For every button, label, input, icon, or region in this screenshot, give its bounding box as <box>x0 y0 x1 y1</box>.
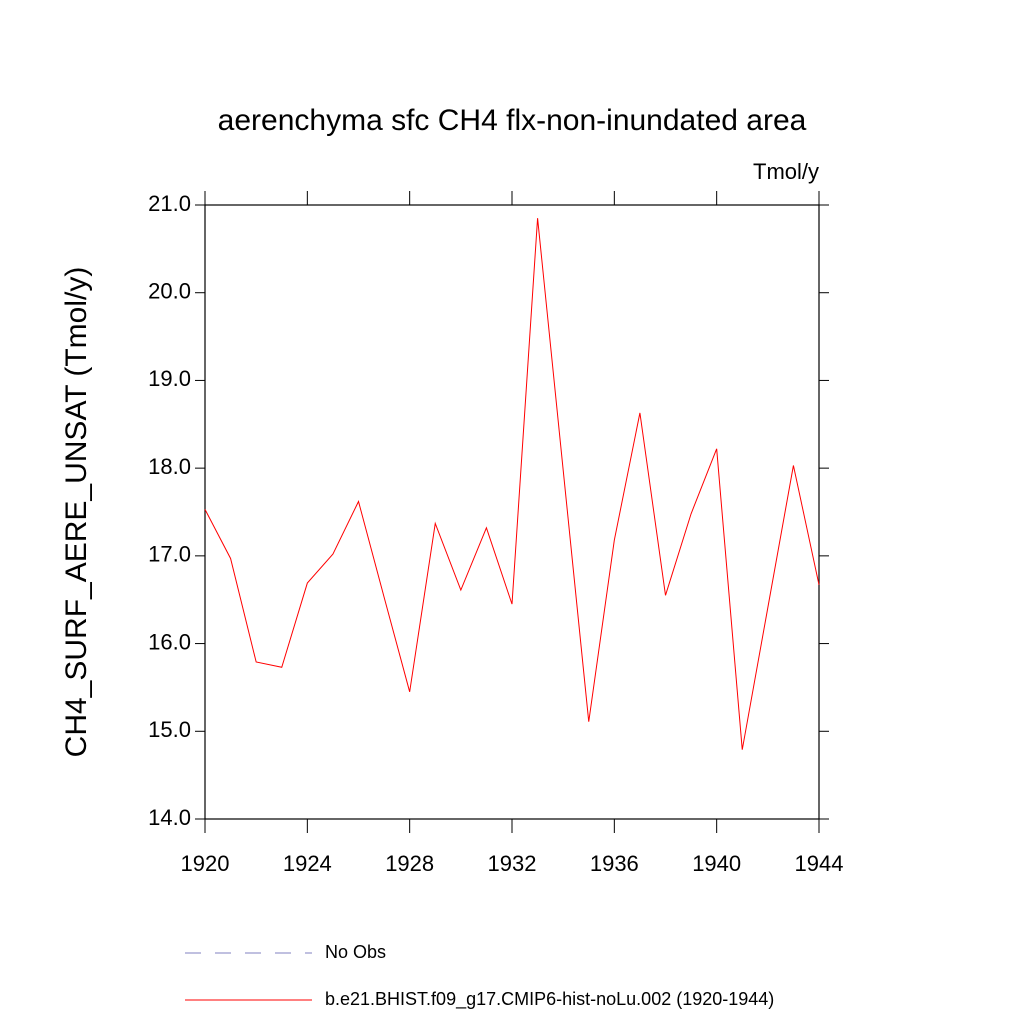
x-tick-label: 1920 <box>181 851 230 876</box>
y-tick-label: 14.0 <box>148 805 191 830</box>
data-line <box>204 218 820 750</box>
y-tick-label: 15.0 <box>148 717 191 742</box>
y-tick-label: 19.0 <box>148 366 191 391</box>
x-tick-label: 1936 <box>590 851 639 876</box>
x-tick-label: 1944 <box>795 851 844 876</box>
x-tick-label: 1924 <box>283 851 332 876</box>
y-tick-label: 20.0 <box>148 279 191 304</box>
legend-label: No Obs <box>325 942 386 962</box>
y-axis-label: CH4_SURF_AERE_UNSAT (Tmol/y) <box>60 267 93 758</box>
x-tick-label: 1940 <box>692 851 741 876</box>
units-label: Tmol/y <box>753 159 819 184</box>
y-tick-label: 17.0 <box>148 542 191 567</box>
chart-title: aerenchyma sfc CH4 flx-non-inundated are… <box>218 104 807 137</box>
plot-frame <box>204 204 820 820</box>
y-tick-label: 18.0 <box>148 454 191 479</box>
legend-label: b.e21.BHIST.f09_g17.CMIP6-hist-noLu.002 … <box>325 989 774 1010</box>
x-tick-label: 1932 <box>488 851 537 876</box>
y-tick-label: 21.0 <box>148 191 191 216</box>
x-tick-label: 1928 <box>385 851 434 876</box>
y-tick-label: 16.0 <box>148 629 191 654</box>
